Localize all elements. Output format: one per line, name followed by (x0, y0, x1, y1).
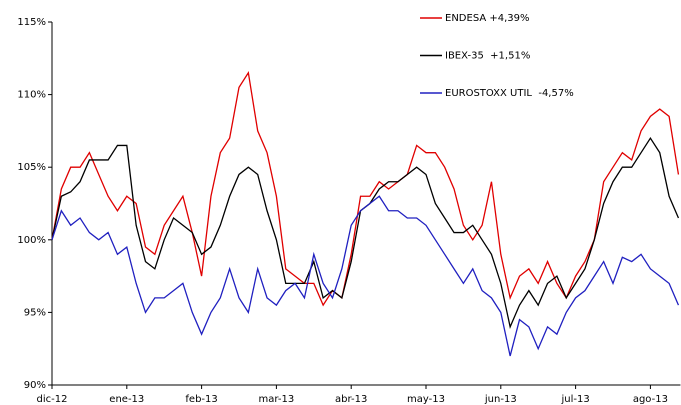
y-tick-label: 95% (24, 307, 46, 318)
y-tick-label: 105% (17, 162, 46, 173)
x-tick-label: may-13 (407, 394, 445, 405)
series-line (51, 195, 680, 357)
legend-label: EUROSTOXX UTIL -4,57% (445, 88, 574, 99)
x-tick-label: ene-13 (109, 394, 144, 405)
y-tick-label: 115% (17, 17, 46, 28)
x-tick-label: jul-13 (560, 394, 589, 405)
x-tick-label: feb-13 (185, 394, 217, 405)
series-line (51, 71, 680, 307)
series-line (51, 136, 680, 330)
y-tick-label: 90% (24, 380, 46, 391)
legend-label: ENDESA +4,39% (445, 13, 530, 24)
x-tick-label: dic-12 (37, 394, 68, 405)
y-tick-label: 100% (17, 235, 46, 246)
legend-label: IBEX-35 +1,51% (445, 51, 530, 62)
x-tick-label: jun-13 (484, 394, 517, 405)
x-tick-label: mar-13 (259, 394, 295, 405)
x-tick-label: ago-13 (633, 394, 668, 405)
x-tick-label: abr-13 (335, 394, 367, 405)
y-tick-label: 110% (17, 90, 46, 101)
